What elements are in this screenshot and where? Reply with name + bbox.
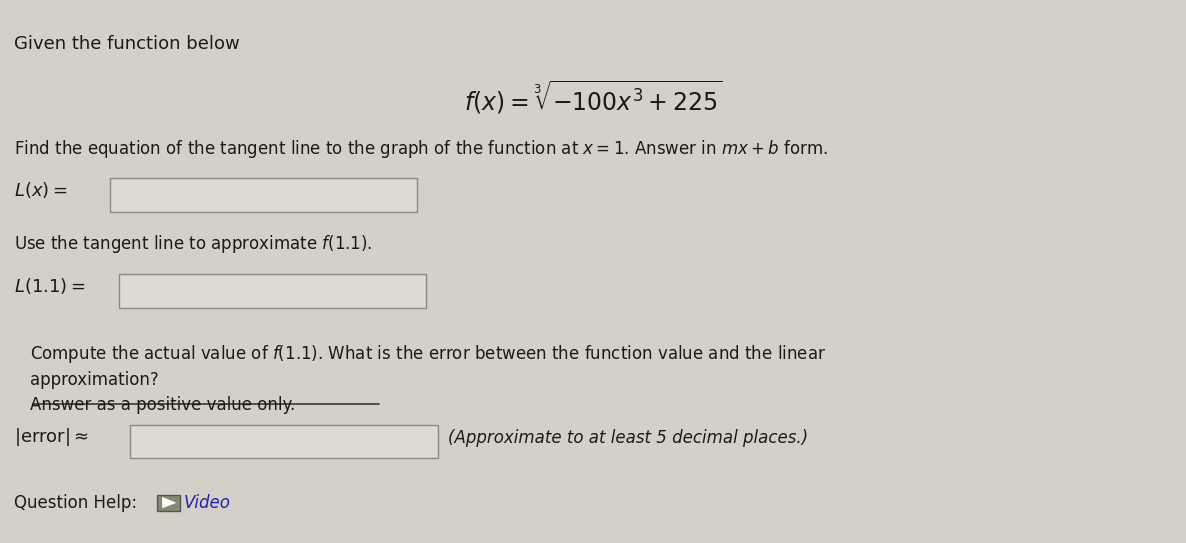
- FancyBboxPatch shape: [157, 495, 180, 511]
- Text: $f(x) = \sqrt[3]{-100x^3 + 225}$: $f(x) = \sqrt[3]{-100x^3 + 225}$: [464, 79, 722, 116]
- Polygon shape: [162, 497, 176, 508]
- Text: Given the function below: Given the function below: [14, 35, 240, 53]
- FancyBboxPatch shape: [110, 178, 417, 212]
- Text: (Approximate to at least 5 decimal places.): (Approximate to at least 5 decimal place…: [448, 429, 809, 447]
- Text: $L(1.1) =$: $L(1.1) =$: [14, 276, 85, 296]
- FancyBboxPatch shape: [130, 425, 438, 458]
- Text: $|\mathrm{error}| \approx$: $|\mathrm{error}| \approx$: [14, 426, 89, 449]
- Text: Video: Video: [184, 494, 231, 512]
- FancyBboxPatch shape: [119, 274, 426, 308]
- Text: Compute the actual value of $f(1.1)$. What is the error between the function val: Compute the actual value of $f(1.1)$. Wh…: [30, 343, 825, 365]
- Text: Use the tangent line to approximate $f(1.1)$.: Use the tangent line to approximate $f(1…: [14, 233, 372, 256]
- Text: $L(x) =$: $L(x) =$: [14, 180, 68, 200]
- Text: approximation?: approximation?: [30, 371, 159, 389]
- Text: Answer as a positive value only.: Answer as a positive value only.: [30, 396, 295, 414]
- Text: Find the equation of the tangent line to the graph of the function at $x = 1$. A: Find the equation of the tangent line to…: [14, 138, 828, 161]
- Text: Question Help:: Question Help:: [14, 494, 138, 512]
